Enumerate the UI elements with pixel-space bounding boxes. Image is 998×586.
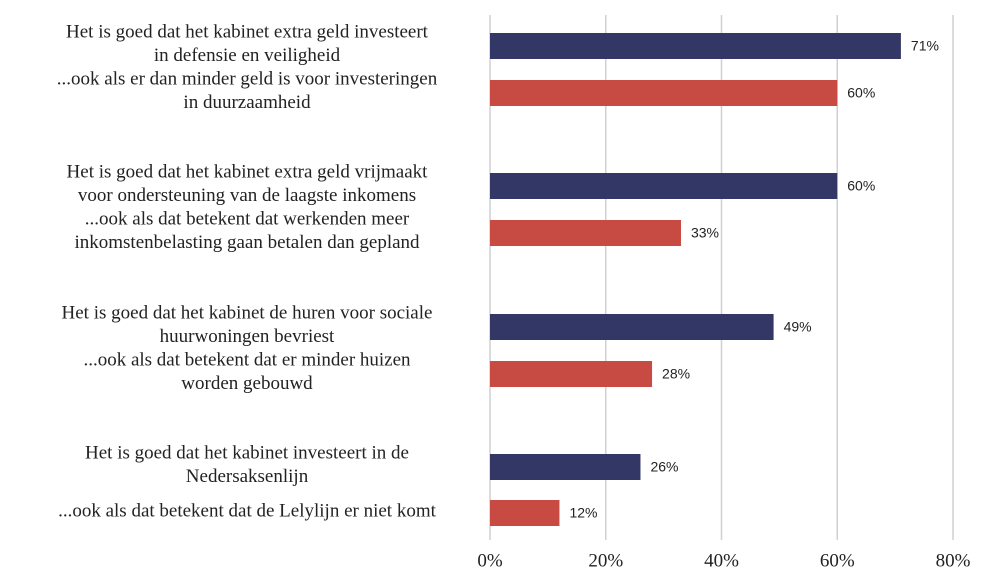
category-label: in duurzaamheid (183, 92, 311, 113)
x-tick-label: 0% (477, 550, 503, 571)
x-tick-label: 60% (820, 550, 855, 571)
value-label: 12% (569, 505, 597, 521)
category-label: inkomstenbelasting gaan betalen dan gepl… (74, 232, 420, 253)
value-label: 60% (847, 178, 875, 194)
bar (490, 33, 901, 59)
category-label: ...ook als dat betekent dat er minder hu… (83, 350, 411, 371)
category-label: Het is goed dat het kabinet extra geld v… (67, 162, 429, 183)
category-label: huurwoningen bevriest (160, 326, 335, 347)
category-label: Het is goed dat het kabinet extra geld i… (66, 22, 429, 43)
value-label: 49% (784, 319, 812, 335)
category-label: Nedersaksenlijn (186, 466, 309, 487)
bar (490, 454, 641, 480)
bar (490, 500, 560, 526)
category-label: ...ook als dat betekent dat werkenden me… (85, 209, 410, 230)
value-label: 33% (691, 225, 719, 241)
category-label: in defensie en veiligheid (154, 45, 341, 66)
bar (490, 361, 653, 387)
category-label: ...ook als er dan minder geld is voor in… (57, 69, 438, 90)
bar (490, 80, 838, 106)
x-tick-label: 40% (704, 550, 739, 571)
bar (490, 314, 774, 340)
value-label: 28% (662, 366, 690, 382)
value-label: 71% (911, 38, 939, 54)
x-tick-label: 20% (588, 550, 623, 571)
category-label: ...ook als dat betekent dat de Lelylijn … (58, 500, 437, 521)
x-tick-label: 80% (936, 550, 971, 571)
category-label: worden gebouwd (181, 373, 313, 394)
bar (490, 220, 681, 246)
value-label: 60% (847, 85, 875, 101)
value-label: 26% (650, 459, 678, 475)
category-label: voor ondersteuning van de laagste inkome… (78, 185, 416, 206)
category-label: Het is goed dat het kabinet de huren voo… (62, 303, 433, 324)
category-label: Het is goed dat het kabinet investeert i… (85, 443, 409, 464)
bar (490, 173, 838, 199)
